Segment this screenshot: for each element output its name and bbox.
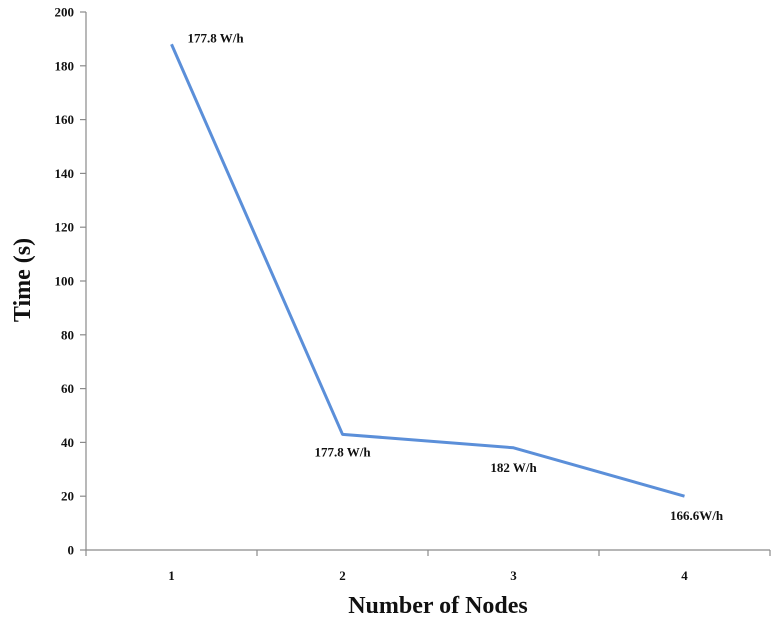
y-tick-label: 40 — [61, 435, 74, 450]
y-tick-label: 100 — [55, 274, 75, 289]
series-line — [170, 43, 685, 498]
y-tick-label: 20 — [61, 489, 74, 504]
data-label: 182 W/h — [490, 460, 537, 475]
y-tick-label: 160 — [55, 112, 75, 127]
x-tick-label: 1 — [168, 568, 175, 583]
y-tick-labels: 0 20 40 60 80 100 120 140 160 180 200 — [55, 5, 86, 558]
y-tick-label: 60 — [61, 381, 74, 396]
y-tick-label: 140 — [55, 166, 75, 181]
y-tick-label: 180 — [55, 58, 75, 73]
y-axis-title: Time (s) — [10, 238, 36, 322]
data-label: 177.8 W/h — [188, 30, 245, 45]
y-tick-label: 120 — [55, 220, 75, 235]
x-tick-label: 2 — [339, 568, 346, 583]
data-labels: 177.8 W/h 177.8 W/h 182 W/h 166.6W/h — [188, 30, 724, 523]
y-tick-label: 0 — [68, 543, 75, 558]
y-tick-label: 200 — [55, 5, 75, 20]
x-tick-label: 4 — [681, 568, 688, 583]
x-axis-title: Number of Nodes — [348, 593, 528, 619]
x-tick-label: 3 — [510, 568, 517, 583]
data-label: 177.8 W/h — [314, 444, 371, 459]
y-tick-label: 80 — [61, 327, 74, 342]
data-label: 166.6W/h — [670, 508, 724, 523]
x-tick-labels: 1 2 3 4 — [85, 550, 771, 583]
